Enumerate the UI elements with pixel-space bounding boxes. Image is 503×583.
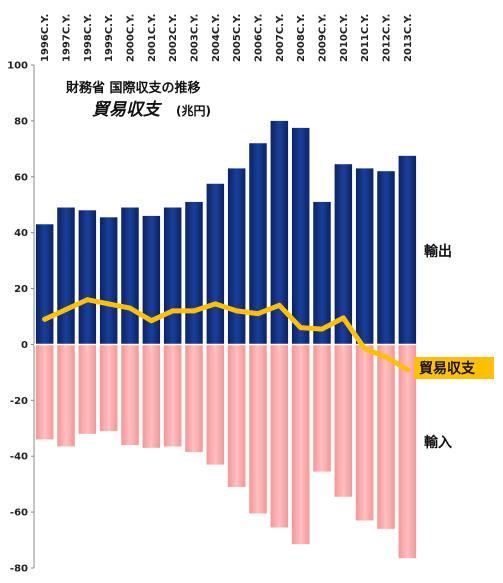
balance-point — [191, 308, 197, 314]
export-bar — [185, 201, 203, 345]
import-bar — [163, 344, 182, 447]
x-category-label: 2007C.Y. — [275, 14, 286, 62]
y-axis: 100 80 60 40 20 0 -20 -40 -60 -80 — [7, 61, 34, 575]
x-category-label: 2000C.Y. — [126, 14, 137, 62]
x-category-label: 2001C.Y. — [147, 14, 158, 62]
export-bar — [270, 120, 289, 345]
y-tick-label: 100 — [7, 61, 28, 72]
balance-point — [148, 318, 154, 324]
import-bar — [398, 344, 417, 559]
import-bar — [227, 344, 246, 487]
balance-point — [212, 301, 218, 307]
import-bar — [270, 344, 289, 528]
balance-point — [255, 311, 261, 317]
export-bar — [35, 224, 54, 345]
export-bar — [78, 210, 97, 345]
x-category-label: 2011C.Y. — [360, 14, 371, 62]
y-tick-label: 0 — [21, 340, 28, 351]
export-bar — [291, 127, 310, 345]
x-category-label: 2012C.Y. — [382, 14, 393, 62]
import-bar — [249, 344, 267, 514]
import-bar — [121, 344, 139, 446]
export-bar — [355, 168, 374, 345]
chart-title: 財務省 国際収支の推移 — [65, 80, 201, 96]
export-bar — [163, 207, 182, 345]
balance-point — [234, 308, 240, 314]
export-bar — [398, 155, 417, 345]
chart-subtitle: 貿易収支 — [92, 100, 162, 120]
import-bar — [57, 344, 75, 447]
export-bar — [249, 143, 267, 345]
x-category-label: 2013C.Y. — [403, 14, 414, 62]
import-bar — [334, 344, 353, 497]
x-category-label: 2010C.Y. — [339, 14, 350, 62]
balance-point — [404, 367, 410, 373]
balance-point — [170, 308, 176, 314]
x-category-label: 1999C.Y. — [104, 14, 115, 62]
y-tick-label: 20 — [14, 284, 28, 295]
import-bar — [78, 344, 97, 434]
y-tick-label: -40 — [10, 452, 28, 463]
import-bars — [35, 344, 417, 559]
balance-point — [84, 297, 90, 303]
export-bars — [35, 120, 417, 345]
x-category-label: 2008C.Y. — [296, 14, 307, 62]
export-annotation: 輸出 — [424, 243, 452, 260]
balance-line — [42, 297, 410, 373]
balance-point — [63, 307, 69, 313]
x-category-label: 1996C.Y. — [40, 14, 51, 62]
balance-annotation-box — [414, 357, 494, 379]
import-bar — [206, 344, 225, 465]
balance-annotation: 貿易収支 — [419, 360, 476, 377]
import-bar — [35, 344, 54, 440]
balance-point — [106, 301, 112, 307]
chart-subtitle-unit: (兆円) — [176, 103, 211, 118]
x-axis-labels: 1996C.Y. 1997C.Y. 1998C.Y. 1999C.Y. 2000C.Y.… — [40, 14, 414, 62]
import-bar — [185, 344, 203, 453]
export-bar — [313, 201, 331, 345]
x-category-label: 2003C.Y. — [190, 14, 201, 62]
balance-point — [340, 315, 346, 321]
x-category-label: 2004C.Y. — [211, 14, 222, 62]
balance-point — [298, 325, 304, 331]
x-category-label: 2002C.Y. — [168, 14, 179, 62]
y-tick-label: -60 — [10, 508, 28, 519]
x-category-label: 2005C.Y. — [232, 14, 243, 62]
import-annotation: 輸入 — [424, 434, 452, 451]
balance-point — [127, 305, 133, 311]
y-tick-label: 60 — [14, 172, 28, 183]
balance-point — [383, 354, 389, 360]
x-category-label: 1998C.Y. — [83, 14, 94, 62]
import-bar — [99, 344, 118, 432]
import-bar — [355, 344, 374, 521]
export-bar — [206, 183, 225, 345]
import-bar — [313, 344, 331, 472]
export-bar — [57, 207, 75, 345]
export-bar — [334, 164, 353, 345]
balance-point — [42, 316, 48, 322]
import-bar — [291, 344, 310, 545]
x-category-label: 1997C.Y. — [62, 14, 73, 62]
balance-point — [362, 346, 368, 352]
export-bar — [227, 168, 246, 345]
balance-line-series — [42, 297, 410, 373]
y-tick-label: -20 — [10, 396, 28, 407]
balance-point — [276, 302, 282, 308]
balance-point — [319, 326, 325, 332]
export-bar — [142, 215, 161, 345]
y-tick-label: 40 — [14, 228, 28, 239]
x-category-label: 2009C.Y. — [318, 14, 329, 62]
export-bar — [377, 171, 395, 345]
import-bar — [142, 344, 161, 448]
import-bar — [377, 344, 395, 529]
y-tick-label: -80 — [10, 564, 28, 575]
export-bar — [99, 217, 118, 345]
export-bar — [121, 207, 139, 345]
x-category-label: 2006C.Y. — [254, 14, 265, 62]
y-tick-label: 80 — [14, 116, 28, 127]
